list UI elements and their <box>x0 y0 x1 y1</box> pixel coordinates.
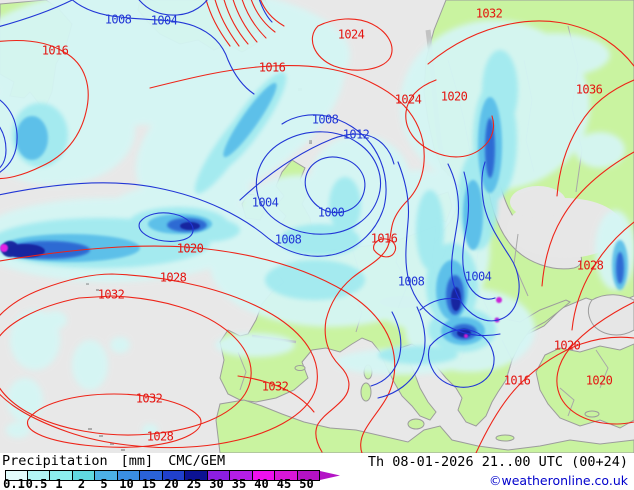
legend-title-text: Precipitation <box>2 453 108 469</box>
map-canvas: 1008 1004 1016 1024 1016 1024 1032 1020 1036 1008… <box>0 0 634 453</box>
russia-plain2 <box>510 186 566 218</box>
isobar-label-1008: 1008 <box>398 275 425 289</box>
isobar-label-1032: 1032 <box>136 392 163 406</box>
isobar-label-1004: 1004 <box>252 196 279 210</box>
isobar-label-1004: 1004 <box>151 14 178 28</box>
isobar-label-1016: 1016 <box>42 44 69 58</box>
isobar-label-1032: 1032 <box>262 380 289 394</box>
legend-color-step-1 <box>50 470 73 481</box>
isobar-label-1016: 1016 <box>259 61 286 75</box>
legend-tick-label: 45 <box>276 477 292 490</box>
red-isobar-layer <box>0 0 634 453</box>
legend-title: Precipitation [mm] CMC/GEM <box>2 453 225 469</box>
legend-color-step-10 <box>117 470 140 481</box>
legend-color-step-50 <box>297 470 320 481</box>
isobar-label-1024: 1024 <box>338 28 365 42</box>
legend-tick-label: 50 <box>299 477 314 490</box>
isobar-label-1020: 1020 <box>586 374 613 388</box>
legend-color-step-15 <box>140 470 163 481</box>
legend-tick-label: 0.1 <box>3 477 25 490</box>
valid-datetime: Th 08-01-2026 21..00 UTC (00+24) <box>367 454 628 470</box>
blue-isobar-layer <box>0 0 520 399</box>
land-turkey <box>535 343 634 429</box>
legend-tick-label: 5 <box>100 477 108 490</box>
legend-ticks: 0.1 0.5 1 2 5 10 15 20 25 30 35 40 45 50 <box>0 477 634 490</box>
island-balearics <box>294 365 306 371</box>
legend-color-step-45 <box>275 470 298 481</box>
weather-map: 1008 1004 1016 1024 1016 1024 1032 1020 1036 1008… <box>0 0 634 453</box>
isobar-label-1020: 1020 <box>441 90 468 104</box>
isobar-label-1008: 1008 <box>312 113 339 127</box>
isobar-label-1008: 1008 <box>275 233 302 247</box>
legend-color-step-20 <box>162 470 185 481</box>
isobar-label-1028: 1028 <box>147 430 174 444</box>
legend-tick-label: 25 <box>186 477 202 490</box>
legend-tick-label: 1 <box>55 477 63 490</box>
legend-color-step-5 <box>95 470 118 481</box>
isobar-label-1032: 1032 <box>476 7 503 21</box>
legend-tick-label: 40 <box>254 477 269 490</box>
legend-color-step-35 <box>230 470 253 481</box>
land-africa <box>215 399 634 453</box>
isobar-label-1016: 1016 <box>504 374 531 388</box>
island-sicily <box>407 418 425 430</box>
legend-tick-label: 30 <box>209 477 224 490</box>
isobar-label-1008: 1008 <box>105 13 132 27</box>
model-name: CMC/GEM <box>168 453 226 469</box>
legend-color-step-0.1 <box>5 470 28 481</box>
island-crete <box>495 434 515 442</box>
legend-colorbar <box>5 470 320 481</box>
legend-tick-label: 15 <box>141 477 157 490</box>
isobar-label-1028: 1028 <box>160 271 187 285</box>
scale-arrow-icon <box>320 471 340 480</box>
legend-color-step-2 <box>72 470 95 481</box>
legend-tick-label: 2 <box>77 477 86 490</box>
legend-color-step-25 <box>185 470 208 481</box>
isobar-label-1024: 1024 <box>395 93 422 107</box>
legend-tick-label: 0.5 <box>25 477 48 490</box>
legend-tick-label: 35 <box>231 477 247 490</box>
legend-unit: [mm] <box>120 453 154 469</box>
isobar-label-1020: 1020 <box>554 339 581 353</box>
legend-color-step-30 <box>207 470 230 481</box>
legend-tick-label: 10 <box>119 477 134 490</box>
isobar-label-1036: 1036 <box>576 83 603 97</box>
isobar-label-1016: 1016 <box>371 232 398 246</box>
isobar-label-1000: 1000 <box>318 206 345 220</box>
island-sardinia <box>360 382 372 402</box>
isobar-labels-layer: 1008 1004 1016 1024 1016 1024 1032 1020 1036 1008… <box>42 7 613 444</box>
isobar-label-1020: 1020 <box>177 242 204 256</box>
copyright-text: ©weatheronline.co.uk <box>489 473 628 488</box>
isobar-label-1012: 1012 <box>343 128 370 142</box>
isobar-label-1004: 1004 <box>465 270 492 284</box>
isobar-label-1032: 1032 <box>98 288 125 302</box>
legend-color-step-0.5 <box>27 470 50 481</box>
legend-tick-label: 20 <box>164 477 179 490</box>
isobar-label-1028: 1028 <box>577 259 604 273</box>
island-cyprus <box>584 410 600 418</box>
legend-color-step-40 <box>252 470 275 481</box>
